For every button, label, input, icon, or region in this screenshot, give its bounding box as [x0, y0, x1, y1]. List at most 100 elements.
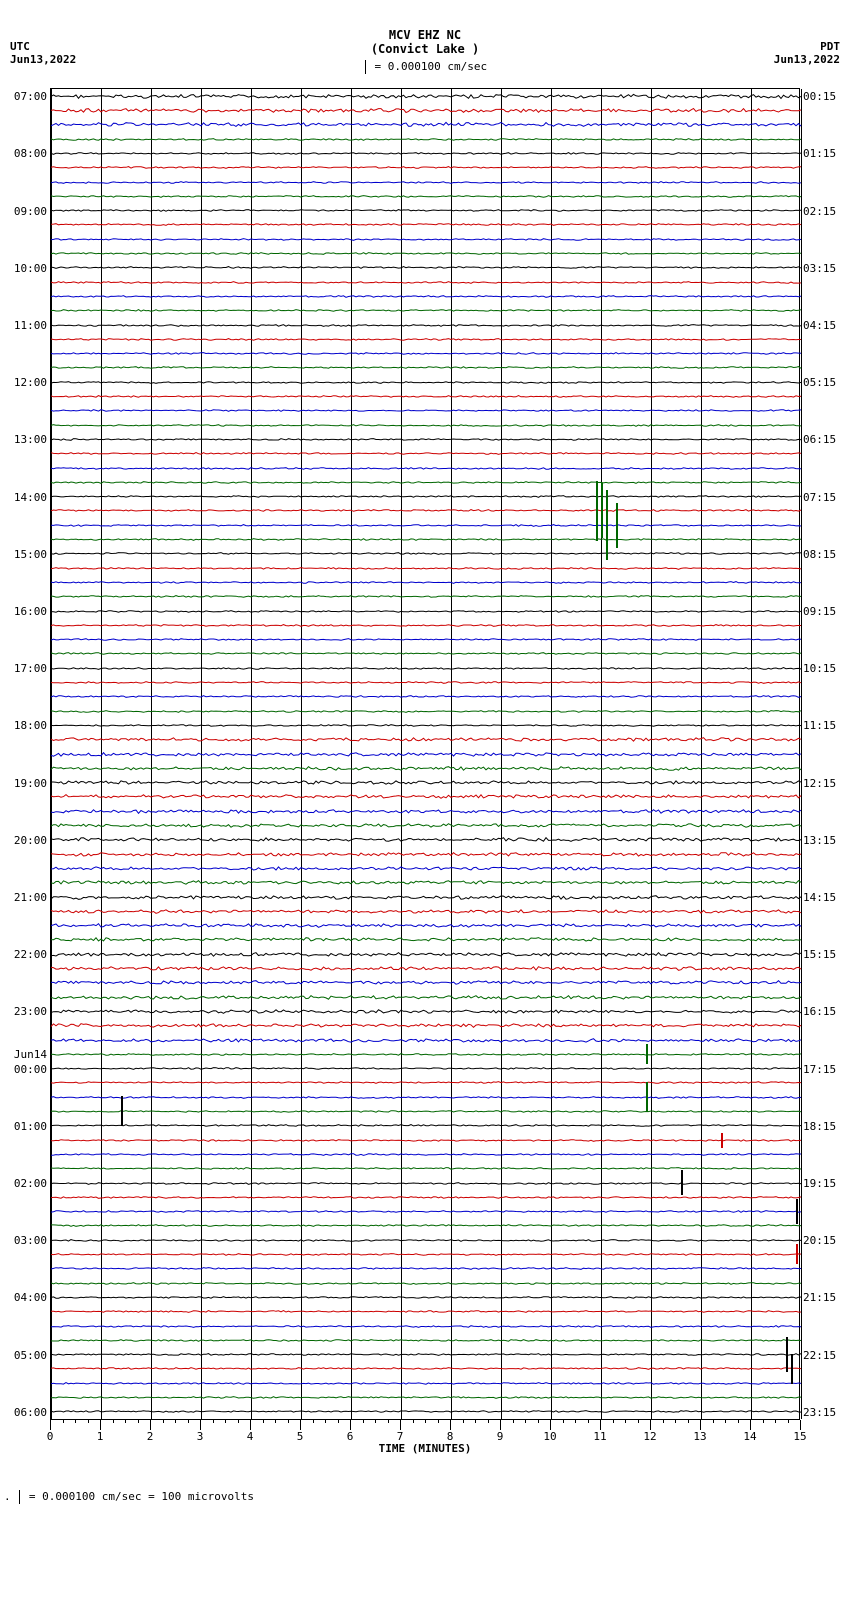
pdt-time-label: 08:15	[803, 548, 839, 561]
pdt-time-label: 17:15	[803, 1063, 839, 1076]
footer-scale-bar-icon	[19, 1490, 20, 1504]
pdt-time-label: 21:15	[803, 1291, 839, 1304]
xtick-minor	[425, 1420, 426, 1423]
xtick-label: 11	[593, 1430, 606, 1443]
xtick-major	[800, 1420, 801, 1430]
xtick-minor	[75, 1420, 76, 1423]
xtick-minor	[663, 1420, 664, 1423]
left-date: Jun13,2022	[10, 53, 76, 66]
xtick-major	[250, 1420, 251, 1430]
xtick-minor	[325, 1420, 326, 1423]
xtick-minor	[388, 1420, 389, 1423]
utc-time-label: Jun14	[7, 1048, 47, 1061]
xtick-label: 12	[643, 1430, 656, 1443]
footer-text: = 0.000100 cm/sec = 100 microvolts	[29, 1490, 254, 1503]
xtick-minor	[138, 1420, 139, 1423]
pdt-time-label: 20:15	[803, 1234, 839, 1247]
seismic-event	[796, 1199, 798, 1224]
xtick-minor	[125, 1420, 126, 1423]
x-axis: TIME (MINUTES) 0123456789101112131415	[50, 1420, 800, 1460]
utc-time-label: 01:00	[7, 1120, 47, 1133]
seismic-event	[721, 1133, 723, 1148]
xtick-minor	[763, 1420, 764, 1423]
xtick-minor	[225, 1420, 226, 1423]
utc-time-label: 17:00	[7, 662, 47, 675]
pdt-time-label: 12:15	[803, 777, 839, 790]
utc-time-label: 10:00	[7, 262, 47, 275]
pdt-time-label: 02:15	[803, 205, 839, 218]
pdt-time-label: 01:15	[803, 147, 839, 160]
xtick-label: 8	[447, 1430, 454, 1443]
xtick-label: 2	[147, 1430, 154, 1443]
xtick-minor	[175, 1420, 176, 1423]
pdt-time-label: 10:15	[803, 662, 839, 675]
scale-text: = 0.000100 cm/sec	[375, 60, 488, 73]
xtick-minor	[438, 1420, 439, 1423]
header: UTC Jun13,2022 MCV EHZ NC (Convict Lake …	[0, 0, 850, 80]
pdt-time-label: 05:15	[803, 376, 839, 389]
xtick-minor	[375, 1420, 376, 1423]
xtick-label: 10	[543, 1430, 556, 1443]
xtick-major	[550, 1420, 551, 1430]
xtick-minor	[313, 1420, 314, 1423]
seismic-event	[616, 503, 618, 548]
xtick-minor	[525, 1420, 526, 1423]
xtick-minor	[475, 1420, 476, 1423]
pdt-time-label: 00:15	[803, 90, 839, 103]
seismic-event	[121, 1096, 123, 1126]
pdt-time-label: 19:15	[803, 1177, 839, 1190]
utc-time-label: 07:00	[7, 90, 47, 103]
utc-time-label: 00:00	[7, 1063, 47, 1076]
left-tz: UTC	[10, 40, 76, 53]
xtick-minor	[263, 1420, 264, 1423]
right-tz: PDT	[774, 40, 840, 53]
seismic-event	[796, 1244, 798, 1264]
pdt-time-label: 23:15	[803, 1406, 839, 1419]
pdt-time-label: 14:15	[803, 891, 839, 904]
utc-time-label: 23:00	[7, 1005, 47, 1018]
xtick-major	[400, 1420, 401, 1430]
xtick-major	[350, 1420, 351, 1430]
xtick-minor	[188, 1420, 189, 1423]
xtick-major	[100, 1420, 101, 1430]
xtick-minor	[488, 1420, 489, 1423]
utc-time-label: 08:00	[7, 147, 47, 160]
xtick-minor	[538, 1420, 539, 1423]
utc-time-label: 22:00	[7, 948, 47, 961]
utc-time-label: 15:00	[7, 548, 47, 561]
xtick-minor	[238, 1420, 239, 1423]
xtick-label: 15	[793, 1430, 806, 1443]
xtick-minor	[88, 1420, 89, 1423]
seismogram-plot: 07:0008:0009:0010:0011:0012:0013:0014:00…	[50, 88, 800, 1420]
xtick-major	[200, 1420, 201, 1430]
xtick-label: 14	[743, 1430, 756, 1443]
utc-time-label: 11:00	[7, 319, 47, 332]
pdt-time-label: 13:15	[803, 834, 839, 847]
xtick-label: 3	[197, 1430, 204, 1443]
utc-time-label: 21:00	[7, 891, 47, 904]
pdt-time-label: 18:15	[803, 1120, 839, 1133]
seismic-event	[791, 1354, 793, 1384]
pdt-time-label: 06:15	[803, 433, 839, 446]
xtick-major	[700, 1420, 701, 1430]
seismic-event	[606, 490, 608, 560]
xtick-minor	[613, 1420, 614, 1423]
pdt-time-label: 11:15	[803, 719, 839, 732]
xtick-label: 9	[497, 1430, 504, 1443]
pdt-time-label: 09:15	[803, 605, 839, 618]
pdt-time-label: 03:15	[803, 262, 839, 275]
scale-bar-icon	[365, 60, 366, 74]
pdt-time-label: 04:15	[803, 319, 839, 332]
xtick-minor	[738, 1420, 739, 1423]
xtick-major	[750, 1420, 751, 1430]
station-subtitle: (Convict Lake )	[0, 42, 850, 56]
utc-time-label: 09:00	[7, 205, 47, 218]
utc-time-label: 04:00	[7, 1291, 47, 1304]
xtick-major	[650, 1420, 651, 1430]
xtick-major	[450, 1420, 451, 1430]
xtick-major	[50, 1420, 51, 1430]
seismic-event	[646, 1044, 648, 1064]
pdt-time-label: 22:15	[803, 1349, 839, 1362]
xtick-minor	[288, 1420, 289, 1423]
seismic-event	[596, 481, 598, 541]
